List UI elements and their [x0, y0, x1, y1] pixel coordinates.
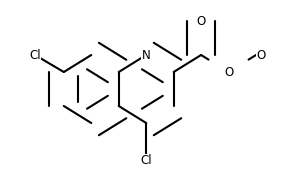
Text: O: O — [196, 14, 206, 28]
Text: Cl: Cl — [140, 155, 152, 167]
Text: O: O — [256, 48, 265, 62]
Text: N: N — [142, 48, 150, 62]
Text: Cl: Cl — [29, 48, 41, 62]
Text: O: O — [224, 66, 233, 78]
